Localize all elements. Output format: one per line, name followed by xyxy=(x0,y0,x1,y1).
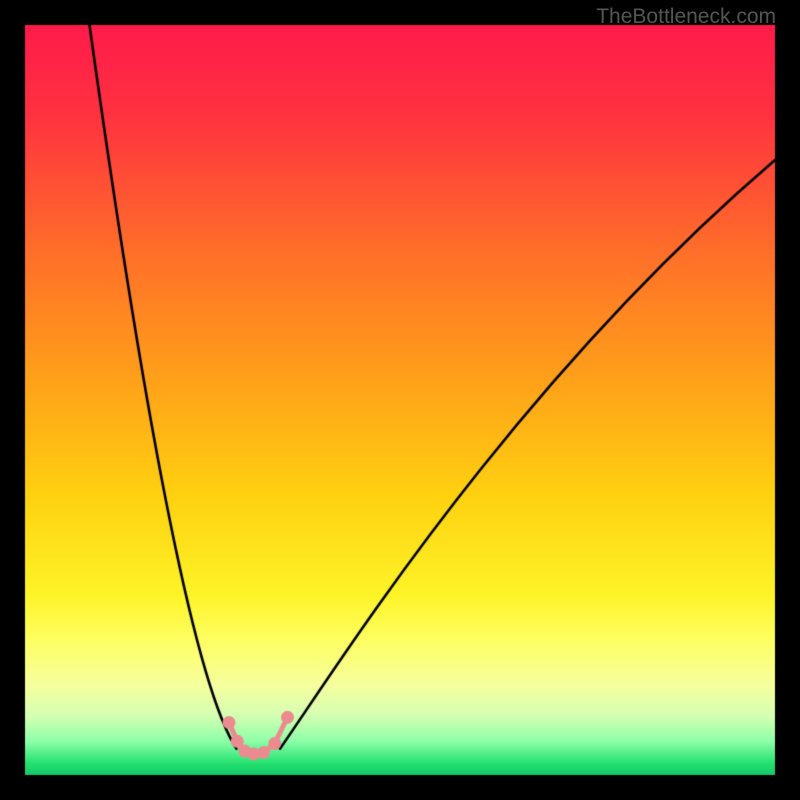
bottleneck-curve-chart xyxy=(0,0,800,800)
chart-root: TheBottleneck.com xyxy=(0,0,800,800)
watermark-text: TheBottleneck.com xyxy=(596,5,776,29)
